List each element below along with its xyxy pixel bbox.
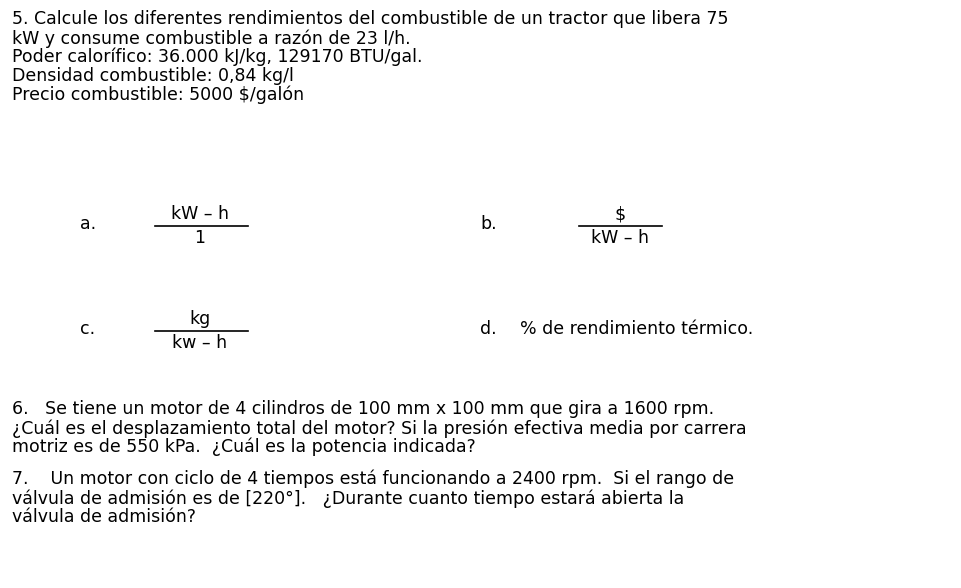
Text: motriz es de 550 kPa.  ¿Cuál es la potencia indicada?: motriz es de 550 kPa. ¿Cuál es la potenc… <box>12 438 476 456</box>
Text: 7.    Un motor con ciclo de 4 tiempos está funcionando a 2400 rpm.  Si el rango : 7. Un motor con ciclo de 4 tiempos está … <box>12 470 734 489</box>
Text: válvula de admisión?: válvula de admisión? <box>12 508 196 526</box>
Text: Poder calorífico: 36.000 kJ/kg, 129170 BTU/gal.: Poder calorífico: 36.000 kJ/kg, 129170 B… <box>12 48 423 66</box>
Text: kg: kg <box>189 310 210 328</box>
Text: Densidad combustible: 0,84 kg/l: Densidad combustible: 0,84 kg/l <box>12 67 294 85</box>
Text: d.: d. <box>480 320 497 338</box>
Text: Precio combustible: 5000 $/galón: Precio combustible: 5000 $/galón <box>12 86 304 105</box>
Text: 6.   Se tiene un motor de 4 cilindros de 100 mm x 100 mm que gira a 1600 rpm.: 6. Se tiene un motor de 4 cilindros de 1… <box>12 400 714 418</box>
Text: a.: a. <box>80 215 96 233</box>
Text: $: $ <box>614 205 626 223</box>
Text: c.: c. <box>80 320 95 338</box>
Text: 1: 1 <box>194 229 206 247</box>
Text: kW – h: kW – h <box>591 229 649 247</box>
Text: kW y consume combustible a razón de 23 l/h.: kW y consume combustible a razón de 23 l… <box>12 29 410 48</box>
Text: kW – h: kW – h <box>171 205 229 223</box>
Text: 5. Calcule los diferentes rendimientos del combustible de un tractor que libera : 5. Calcule los diferentes rendimientos d… <box>12 10 728 28</box>
Text: kw – h: kw – h <box>172 334 228 352</box>
Text: b.: b. <box>480 215 497 233</box>
Text: ¿Cuál es el desplazamiento total del motor? Si la presión efectiva media por car: ¿Cuál es el desplazamiento total del mot… <box>12 419 747 437</box>
Text: % de rendimiento térmico.: % de rendimiento térmico. <box>520 320 753 338</box>
Text: válvula de admisión es de [220°].   ¿Durante cuanto tiempo estará abierta la: válvula de admisión es de [220°]. ¿Duran… <box>12 489 684 507</box>
